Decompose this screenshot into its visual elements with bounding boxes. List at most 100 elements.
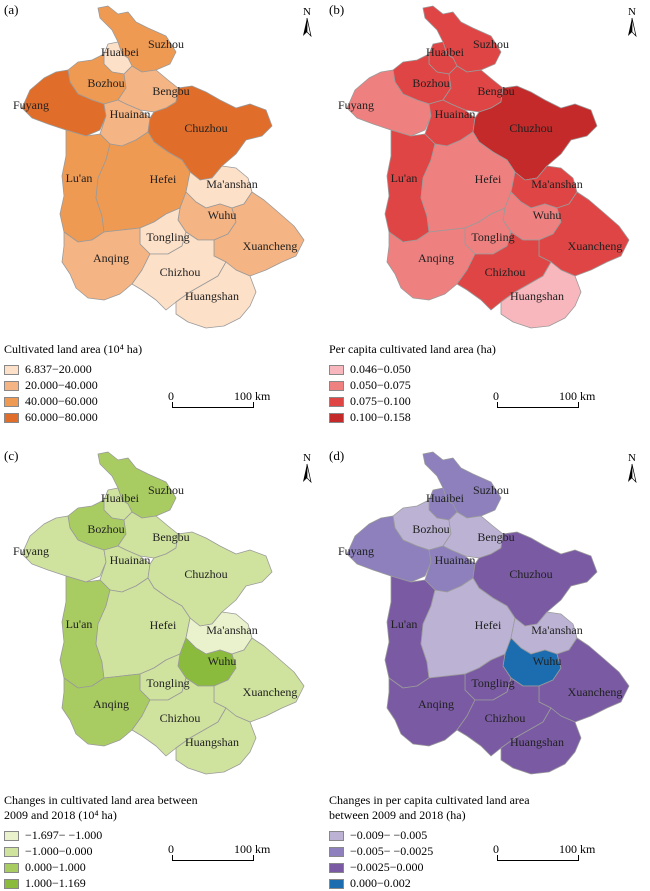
city-label-anqing: Anqing bbox=[418, 251, 454, 265]
city-label-suzhou: Suzhou bbox=[473, 483, 509, 497]
legend-item: 0.050−0.075 bbox=[329, 378, 411, 393]
legend-swatch bbox=[4, 364, 19, 375]
legend-title-line: Per capita cultivated land area (ha) bbox=[329, 342, 496, 356]
city-label-chizhou: Chizhou bbox=[160, 711, 201, 725]
city-label-wuhu: Wuhu bbox=[533, 208, 562, 222]
region-huangshan[interactable] bbox=[500, 707, 582, 775]
legend-label: 0.000−1.000 bbox=[25, 860, 86, 874]
choropleth-map: Suzhou Huaibei Bozhou Bengbu Fuyang Huainan Ch… bbox=[338, 451, 637, 775]
north-arrow-right-half bbox=[306, 17, 312, 38]
city-label-bengbu: Bengbu bbox=[477, 530, 514, 544]
legend-item: −1.000−0.000 bbox=[4, 844, 93, 859]
north-arrow-left-half bbox=[628, 18, 632, 36]
city-label-chuzhou: Chuzhou bbox=[509, 121, 552, 135]
scale-zero-label: 0 bbox=[168, 389, 174, 403]
city-label-xuancheng: Xuancheng bbox=[568, 685, 623, 699]
city-label-chuzhou: Chuzhou bbox=[184, 121, 227, 135]
city-label-hefei: Hefei bbox=[150, 618, 177, 632]
legend-label: 0.100−0.158 bbox=[350, 410, 411, 424]
region-xuancheng[interactable] bbox=[213, 637, 305, 723]
region-huangshan[interactable] bbox=[500, 261, 582, 329]
choropleth-map: Suzhou Huaibei Bozhou Bengbu Fuyang Huainan Ch… bbox=[13, 5, 312, 329]
region-huangshan[interactable] bbox=[175, 261, 257, 329]
legend-swatch bbox=[329, 380, 344, 391]
legend-label: −0.005− −0.0025 bbox=[350, 844, 434, 858]
legend-label: 40.000−60.000 bbox=[25, 394, 98, 408]
north-label: N bbox=[303, 6, 311, 18]
city-label-xuancheng: Xuancheng bbox=[243, 239, 298, 253]
city-label-huangshan: Huangshan bbox=[185, 289, 239, 303]
city-label-hefei: Hefei bbox=[475, 172, 502, 186]
legend-label: −1.000−0.000 bbox=[25, 844, 93, 858]
choropleth-map: Suzhou Huaibei Bozhou Bengbu Fuyang Huainan Ch… bbox=[13, 451, 312, 775]
choropleth-map: Suzhou Huaibei Bozhou Bengbu Fuyang Huainan Ch… bbox=[338, 5, 637, 329]
city-label-huaibei: Huaibei bbox=[101, 491, 140, 505]
legend-swatch bbox=[329, 830, 344, 841]
panel-label: (b) bbox=[329, 2, 345, 17]
north-arrow-right-half bbox=[306, 463, 312, 484]
city-label-group: Suzhou Huaibei Bozhou Bengbu Fuyang Huainan Ch… bbox=[338, 37, 622, 303]
city-label-suzhou: Suzhou bbox=[148, 37, 184, 51]
scale-bar bbox=[172, 855, 254, 861]
region-group bbox=[21, 451, 305, 775]
region-huangshan[interactable] bbox=[175, 707, 257, 775]
legend-label: 0.050−0.075 bbox=[350, 378, 411, 392]
north-arrow-icon: N bbox=[628, 452, 637, 484]
north-arrow-icon: N bbox=[628, 6, 637, 38]
north-label: N bbox=[628, 452, 636, 464]
legend-item: 0.000−1.000 bbox=[4, 860, 86, 875]
region-xuancheng[interactable] bbox=[213, 191, 305, 277]
legend-label: 6.837−20.000 bbox=[25, 362, 92, 376]
legend-item: −1.697− −1.000 bbox=[4, 828, 102, 843]
legend-label: 0.046−0.050 bbox=[350, 362, 411, 376]
scale-zero-label: 0 bbox=[168, 842, 174, 856]
legend-swatch bbox=[4, 878, 19, 889]
scale-zero-label: 0 bbox=[493, 389, 499, 403]
legend-swatch bbox=[4, 396, 19, 407]
panel-label: (c) bbox=[4, 448, 19, 463]
legend-item: −0.0025−0.000 bbox=[329, 860, 424, 875]
city-label-bozhou: Bozhou bbox=[87, 76, 124, 90]
panel-label: (a) bbox=[4, 2, 19, 17]
city-label-luan: Lu'an bbox=[66, 171, 93, 185]
scale-distance-label: 100 km bbox=[234, 389, 271, 403]
city-label-chizhou: Chizhou bbox=[160, 265, 201, 279]
legend-label: 60.000−80.000 bbox=[25, 410, 98, 424]
legend-label: 20.000−40.000 bbox=[25, 378, 98, 392]
city-label-group: Suzhou Huaibei Bozhou Bengbu Fuyang Huainan Ch… bbox=[13, 483, 297, 749]
city-label-chuzhou: Chuzhou bbox=[509, 567, 552, 581]
north-label: N bbox=[303, 452, 311, 464]
city-label-maanshan: Ma'anshan bbox=[206, 177, 257, 191]
north-label: N bbox=[628, 6, 636, 18]
legend-swatch bbox=[4, 830, 19, 841]
city-label-luan: Lu'an bbox=[391, 617, 418, 631]
legend-swatch bbox=[329, 878, 344, 889]
north-arrow-left-half bbox=[303, 464, 307, 482]
legend-item: 1.000−1.169 bbox=[4, 876, 86, 891]
legend-item: −0.005− −0.0025 bbox=[329, 844, 433, 859]
city-label-anqing: Anqing bbox=[93, 697, 129, 711]
legend-swatch bbox=[329, 412, 344, 423]
panel-label: (d) bbox=[329, 448, 345, 463]
city-label-bozhou: Bozhou bbox=[87, 522, 124, 536]
city-label-wuhu: Wuhu bbox=[208, 654, 237, 668]
legend-title: Changes in cultivated land area between 2… bbox=[4, 793, 198, 823]
city-label-luan: Lu'an bbox=[66, 617, 93, 631]
region-xuancheng[interactable] bbox=[538, 637, 630, 723]
city-label-huaibei: Huaibei bbox=[426, 491, 465, 505]
city-label-chizhou: Chizhou bbox=[485, 265, 526, 279]
region-xuancheng[interactable] bbox=[538, 191, 630, 277]
city-label-anqing: Anqing bbox=[93, 251, 129, 265]
legend-title-line: 2009 and 2018 (10⁴ ha) bbox=[4, 808, 117, 822]
legend-item: −0.009− −0.005 bbox=[329, 828, 427, 843]
city-label-hefei: Hefei bbox=[150, 172, 177, 186]
legend-swatch bbox=[329, 396, 344, 407]
city-label-xuancheng: Xuancheng bbox=[243, 685, 298, 699]
north-arrow-left-half bbox=[303, 18, 307, 36]
legend-item: 20.000−40.000 bbox=[4, 378, 98, 393]
legend-label: 0.000−0.002 bbox=[350, 876, 411, 890]
legend-title-line: Changes in cultivated land area between bbox=[4, 793, 198, 807]
legend-item: 0.075−0.100 bbox=[329, 394, 411, 409]
legend-label: −0.009− −0.005 bbox=[350, 828, 428, 842]
city-label-tongling: Tongling bbox=[471, 676, 514, 690]
